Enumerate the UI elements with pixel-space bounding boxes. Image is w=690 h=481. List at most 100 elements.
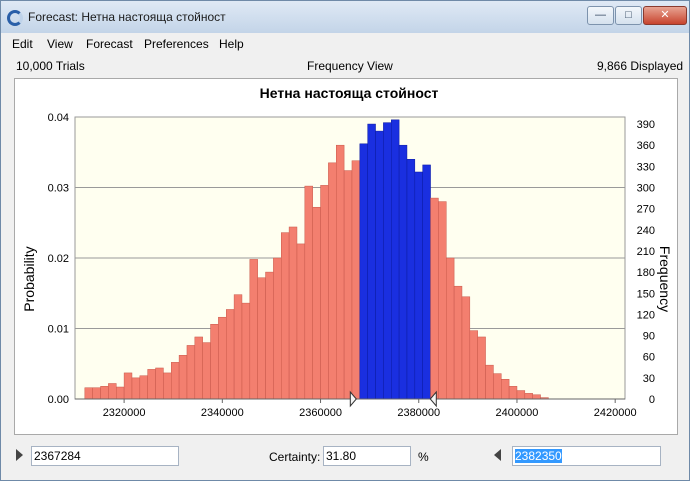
menu-preferences[interactable]: Preferences — [144, 37, 209, 51]
histogram-bar — [163, 372, 172, 400]
y-axis-label: Probability — [21, 246, 37, 311]
histogram-bar — [139, 375, 148, 400]
histogram-bar — [241, 302, 251, 400]
maximize-button[interactable]: □ — [615, 6, 642, 25]
y-tick-label: 0.03 — [48, 183, 69, 195]
histogram-bar — [398, 144, 408, 400]
histogram-bar — [100, 386, 109, 400]
title-bar[interactable]: Forecast: Нетна настояща стойност — □ ✕ — [1, 1, 689, 33]
histogram-bar — [84, 387, 93, 400]
left-certainty-grabber[interactable] — [349, 390, 357, 408]
window-title: Forecast: Нетна настояща стойност — [28, 10, 226, 24]
left-value-field[interactable]: 2367284 — [31, 446, 179, 466]
right-certainty-grabber[interactable] — [429, 390, 437, 408]
histogram-bar — [532, 394, 541, 400]
y2-tick-label: 390 — [637, 119, 655, 131]
y2-tick-label: 300 — [637, 183, 655, 195]
y2-tick-label: 360 — [637, 140, 655, 152]
histogram-bar — [524, 393, 533, 400]
histogram-bar — [375, 130, 384, 400]
histogram-bar — [469, 330, 478, 400]
y2-tick-label: 330 — [637, 161, 655, 173]
percent-unit: % — [418, 450, 429, 464]
y-tick-label: 0.02 — [48, 253, 69, 265]
histogram-bar — [320, 185, 329, 400]
histogram-bar — [123, 372, 133, 400]
y2-axis-label: Frequency — [657, 246, 673, 312]
certainty-label: Certainty: — [269, 450, 321, 464]
histogram-bar — [281, 232, 290, 400]
y2-tick-label: 240 — [637, 225, 655, 237]
histogram-bar — [257, 277, 266, 400]
histogram-bar — [131, 377, 141, 400]
menu-bar: Edit View Forecast Preferences Help — [1, 35, 689, 54]
histogram-bar — [383, 122, 392, 400]
x-tick-label: 2420000 — [594, 407, 637, 419]
histogram-bar — [155, 367, 164, 400]
right-grabber-icon[interactable] — [494, 449, 501, 461]
chart-panel: Нетна настояща стойност Probability Freq… — [14, 78, 678, 435]
menu-view[interactable]: View — [47, 37, 73, 51]
trials-count: 10,000 Trials — [16, 59, 85, 73]
y2-tick-label: 270 — [637, 204, 655, 216]
histogram-bar — [359, 143, 368, 400]
y2-tick-label: 30 — [643, 373, 655, 385]
menu-forecast[interactable]: Forecast — [86, 37, 133, 51]
histogram-bar — [108, 383, 117, 400]
histogram-bar — [367, 123, 376, 400]
y2-tick-label: 180 — [637, 267, 655, 279]
close-button[interactable]: ✕ — [643, 6, 687, 25]
y2-tick-label: 90 — [643, 331, 655, 343]
app-logo-icon — [7, 10, 23, 26]
histogram-bar — [178, 355, 188, 400]
y2-tick-label: 150 — [637, 288, 655, 300]
histogram-bar — [453, 285, 463, 400]
histogram-bar — [116, 386, 125, 400]
y2-tick-label: 120 — [637, 309, 655, 321]
certainty-field[interactable]: 31.80 — [323, 446, 411, 466]
minimize-button[interactable]: — — [587, 6, 614, 25]
histogram-bar — [485, 364, 494, 400]
histogram-bar — [501, 379, 510, 400]
histogram-bar — [446, 257, 455, 400]
view-name: Frequency View — [307, 59, 393, 73]
histogram-bar — [312, 206, 321, 400]
histogram-bar — [226, 309, 235, 400]
histogram-bar — [194, 336, 203, 400]
histogram-bar — [336, 144, 345, 400]
y2-tick-label: 0 — [649, 394, 655, 406]
info-bar: 10,000 Trials Frequency View 9,866 Displ… — [1, 57, 689, 75]
histogram-bar — [438, 201, 447, 400]
x-tick-label: 2400000 — [496, 407, 539, 419]
left-grabber-icon[interactable] — [16, 449, 23, 461]
y-tick-label: 0.04 — [48, 112, 69, 124]
histogram-bar — [493, 373, 502, 400]
histogram-bar — [92, 387, 101, 400]
right-value-text: 2382350 — [515, 449, 562, 463]
histogram-bar — [233, 294, 243, 400]
menu-edit[interactable]: Edit — [12, 37, 33, 51]
frequency-chart: Нетна настояща стойност Probability Freq… — [21, 85, 673, 419]
menu-help[interactable]: Help — [219, 37, 244, 51]
x-tick-label: 2360000 — [299, 407, 342, 419]
histogram-bar — [171, 362, 180, 400]
histogram-bar — [296, 243, 306, 400]
histogram-bar — [186, 345, 196, 400]
histogram-bar — [430, 197, 439, 400]
histogram-bar — [406, 159, 416, 400]
histogram-bar — [328, 162, 337, 400]
histogram-bar — [422, 164, 431, 400]
histogram-bar — [273, 257, 282, 400]
histogram-bar — [461, 296, 471, 400]
x-tick-label: 2380000 — [397, 407, 440, 419]
histogram-bar — [343, 170, 353, 400]
right-value-field[interactable]: 2382350 — [512, 446, 661, 466]
histogram-bar — [414, 171, 423, 400]
x-tick-label: 2340000 — [201, 407, 244, 419]
histogram-bar — [516, 390, 526, 400]
histogram-bar — [304, 185, 313, 400]
histogram-bar — [351, 160, 361, 400]
histogram-bar — [265, 271, 274, 400]
histogram-bar — [477, 336, 486, 400]
